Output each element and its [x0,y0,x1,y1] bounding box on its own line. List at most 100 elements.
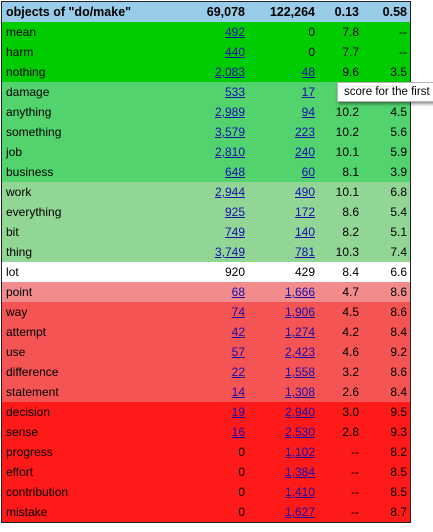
row-score-make: 9.2 [390,345,407,359]
row-do-count-cell: 749 [178,222,248,242]
table-row: statement 14 1,308 2.6 8.4 [2,382,410,402]
row-do-count-link[interactable]: 14 [231,385,245,399]
row-do-count-link[interactable]: 925 [224,205,245,219]
row-make-count-link[interactable]: 48 [301,65,315,79]
row-make-count-link[interactable]: 1,384 [284,465,315,479]
row-do-count-cell: 2,083 [178,62,248,82]
row-make-count-cell: 781 [248,242,318,262]
table-row: job 2,810 240 10.1 5.9 [2,142,410,162]
row-do-count-link[interactable]: 74 [231,305,245,319]
row-make-count-cell: 1,410 [248,482,318,502]
row-score-make: 8.6 [390,285,407,299]
row-do-count-link[interactable]: 57 [231,345,245,359]
row-do-count-cell: 440 [178,42,248,62]
row-make-count-link[interactable]: 2,530 [284,425,315,439]
table-row: anything 2,989 94 10.2 4.5 [2,102,410,122]
row-make-count-link[interactable]: 172 [294,205,315,219]
row-score-do: 7.7 [342,45,359,59]
row-make-count-link[interactable]: 1,102 [284,445,315,459]
row-do-count-cell: 68 [178,282,248,302]
row-make-count-link[interactable]: 1,274 [284,325,315,339]
row-make-count-cell: 223 [248,122,318,142]
row-score-make: 8.4 [390,385,407,399]
row-do-count-link[interactable]: 533 [224,85,245,99]
row-make-count-cell: 17 [248,82,318,102]
row-do-count-link[interactable]: 16 [231,425,245,439]
row-do-count-link[interactable]: 2,810 [214,145,245,159]
row-make-count-link[interactable]: 2,940 [284,405,315,419]
row-score-do: 10.1 [335,185,359,199]
row-make-count-link[interactable]: 94 [301,105,315,119]
row-score-do: 8.1 [342,165,359,179]
table-row: something 3,579 223 10.2 5.6 [2,122,410,142]
row-make-count-link[interactable]: 140 [294,225,315,239]
row-do-count-cell: 3,749 [178,242,248,262]
row-score-do: -- [351,465,359,479]
row-do-count-link[interactable]: 2,083 [214,65,245,79]
row-do-count-cell: 42 [178,322,248,342]
row-score-make: 9.3 [390,425,407,439]
row-score-make: 4.5 [390,105,407,119]
header-score-do: 0.13 [318,2,362,22]
row-make-count-link[interactable]: 1,627 [284,505,315,519]
table-row: everything 925 172 8.6 5.4 [2,202,410,222]
row-score-do: 4.5 [342,305,359,319]
row-score-do: 4.6 [342,345,359,359]
row-word: sense [6,425,39,439]
row-make-count-link[interactable]: 1,666 [284,285,315,299]
row-score-make: 8.6 [390,305,407,319]
row-score-do: 7.8 [342,25,359,39]
row-word: difference [6,365,59,379]
row-do-count-link[interactable]: 749 [224,225,245,239]
row-do-count-cell: 533 [178,82,248,102]
row-make-count-link[interactable]: 60 [301,165,315,179]
row-score-make: 8.6 [390,365,407,379]
row-word: contribution [6,485,69,499]
row-do-count-link[interactable]: 19 [231,405,245,419]
row-make-count-link[interactable]: 2,423 [284,345,315,359]
row-make-count-link[interactable]: 781 [294,245,315,259]
row-do-count-cell: 492 [178,22,248,42]
row-do-count-link[interactable]: 440 [224,45,245,59]
row-word: job [6,145,23,159]
row-word: attempt [6,325,47,339]
row-do-count-link[interactable]: 648 [224,165,245,179]
row-do-count-link[interactable]: 3,579 [214,125,245,139]
row-do-count-link[interactable]: 42 [231,325,245,339]
table-row: use 57 2,423 4.6 9.2 [2,342,410,362]
row-make-count-cell: 1,627 [248,502,318,522]
row-do-count-cell: 2,944 [178,182,248,202]
row-make-count-cell: 172 [248,202,318,222]
collocation-table-container: objects of "do/make" 69,078 122,264 0.13… [1,1,411,523]
row-do-count-link[interactable]: 22 [231,365,245,379]
row-do-count-link[interactable]: 2,989 [214,105,245,119]
row-word: something [6,125,62,139]
row-do-count-link[interactable]: 2,944 [214,185,245,199]
table-row: attempt 42 1,274 4.2 8.4 [2,322,410,342]
row-do-count-cell: 57 [178,342,248,362]
row-make-count-cell: 1,274 [248,322,318,342]
row-make-count-link[interactable]: 490 [294,185,315,199]
row-score-make: -- [399,25,407,39]
table-row: way 74 1,906 4.5 8.6 [2,302,410,322]
row-do-count-link[interactable]: 68 [231,285,245,299]
table-row: effort 0 1,384 -- 8.5 [2,462,410,482]
row-do-count-link[interactable]: 492 [224,25,245,39]
row-make-count-link[interactable]: 1,558 [284,365,315,379]
row-make-count-link[interactable]: 1,308 [284,385,315,399]
row-make-count-link[interactable]: 17 [301,85,315,99]
row-make-count-link[interactable]: 1,906 [284,305,315,319]
row-make-count-cell: 2,423 [248,342,318,362]
row-score-do: 10.2 [335,105,359,119]
table-row: point 68 1,666 4.7 8.6 [2,282,410,302]
row-do-count: 0 [238,485,245,499]
row-do-count: 0 [238,445,245,459]
row-make-count-cell: 1,308 [248,382,318,402]
row-do-count-link[interactable]: 3,749 [214,245,245,259]
row-score-make: 7.4 [390,245,407,259]
row-make-count-link[interactable]: 1,410 [284,485,315,499]
row-make-count-link[interactable]: 223 [294,125,315,139]
row-make-count-link[interactable]: 240 [294,145,315,159]
row-word: mean [6,25,37,39]
row-score-make: 5.9 [390,145,407,159]
